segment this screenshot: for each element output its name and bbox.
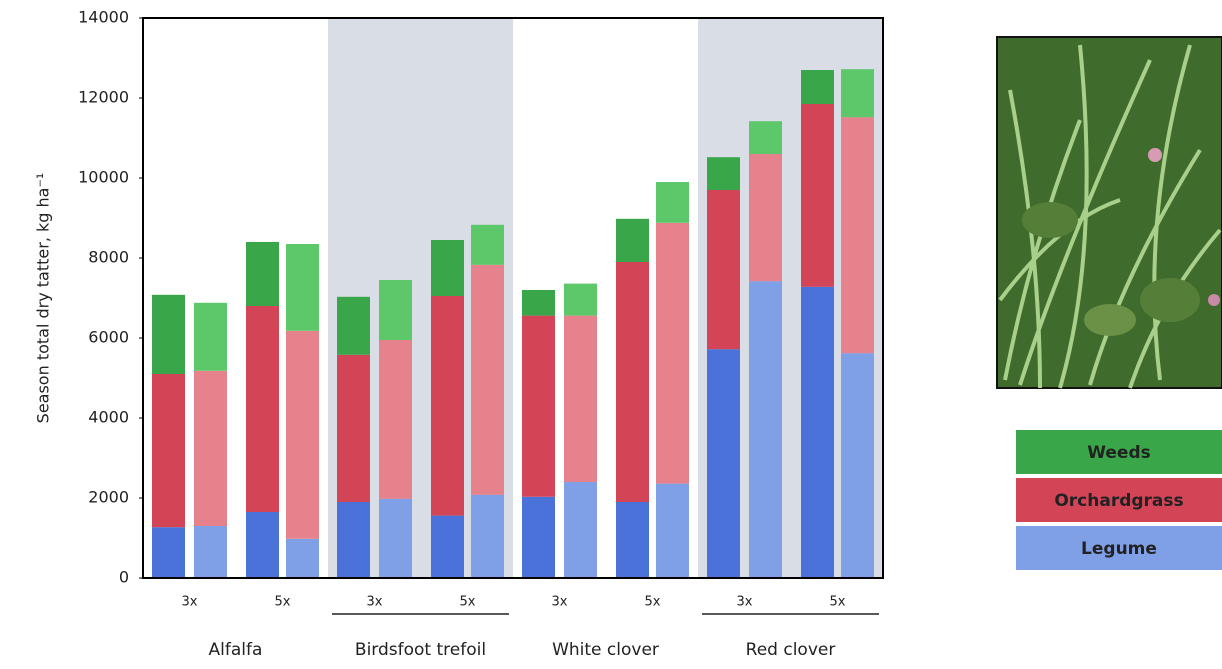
- bar-segment: [286, 244, 319, 331]
- bar-segment: [801, 104, 834, 287]
- bar-segment: [194, 303, 227, 371]
- bar-segment: [656, 223, 689, 484]
- chart: Season total dry tatter, kg ha⁻¹ Weeds Or…: [0, 0, 1222, 665]
- bar-segment: [337, 297, 370, 355]
- x-tick-label: 5x: [830, 595, 846, 610]
- y-tick-label: 10000: [78, 168, 129, 187]
- bar-segment: [194, 526, 227, 578]
- x-tick-label: 5x: [645, 595, 661, 610]
- bar-segment: [564, 482, 597, 578]
- bar-segment: [379, 499, 412, 578]
- bar-segment: [194, 371, 227, 526]
- bar-segment: [379, 280, 412, 340]
- x-tick-label: 3x: [737, 595, 753, 610]
- bar-segment: [656, 182, 689, 223]
- y-tick-label: 4000: [88, 408, 129, 427]
- group-label: Red clover: [746, 640, 836, 660]
- bar-segment: [246, 242, 279, 306]
- y-tick-label: 0: [119, 568, 129, 587]
- bar-segment: [707, 157, 740, 190]
- bar-segment: [471, 495, 504, 578]
- page: {"chart_data": {"type": "stacked_bar", "…: [0, 0, 1222, 665]
- x-tick-label: 5x: [460, 595, 476, 610]
- bar-segment: [286, 539, 319, 578]
- y-tick-label: 6000: [88, 328, 129, 347]
- bar-segment: [656, 484, 689, 578]
- bar-segment: [152, 295, 185, 374]
- x-tick-label: 3x: [552, 595, 568, 610]
- bar-segment: [749, 121, 782, 154]
- photo: [997, 37, 1222, 388]
- bar-segment: [564, 284, 597, 316]
- bar-segment: [522, 497, 555, 578]
- group-label: Birdsfoot trefoil: [355, 640, 486, 660]
- group-label: Alfalfa: [209, 640, 263, 660]
- y-axis-label: Season total dry tatter, kg ha⁻¹: [34, 173, 53, 424]
- bar-segment: [286, 331, 319, 539]
- bar-segment: [522, 316, 555, 497]
- bar-segment: [522, 290, 555, 316]
- y-tick-label: 8000: [88, 248, 129, 267]
- y-tick-label: 2000: [88, 488, 129, 507]
- legend-label: Legume: [1081, 539, 1157, 559]
- bar-segment: [801, 70, 834, 104]
- bar-segment: [471, 265, 504, 495]
- group-label: White clover: [552, 640, 659, 660]
- bar-segment: [471, 225, 504, 265]
- bar-segment: [431, 296, 464, 516]
- x-tick-label: 3x: [182, 595, 198, 610]
- bar-segment: [379, 340, 412, 499]
- bar-segment: [616, 219, 649, 262]
- bar-segment: [707, 190, 740, 349]
- legend-label: Orchardgrass: [1054, 491, 1183, 511]
- bar-segment: [431, 240, 464, 296]
- x-tick-label: 3x: [367, 595, 383, 610]
- y-tick-label: 12000: [78, 88, 129, 107]
- legend-label: Weeds: [1087, 443, 1151, 463]
- bar-segment: [337, 502, 370, 578]
- bar-segment: [616, 502, 649, 578]
- bar-segment: [246, 306, 279, 512]
- bar-segment: [246, 512, 279, 578]
- bar-segment: [152, 527, 185, 578]
- bar-segment: [152, 374, 185, 527]
- bar-segment: [801, 287, 834, 578]
- bar-segment: [749, 154, 782, 281]
- bar-segment: [564, 316, 597, 482]
- bar-segment: [431, 516, 464, 578]
- bar-segment: [616, 262, 649, 502]
- bar-segment: [749, 281, 782, 578]
- x-tick-label: 5x: [275, 595, 291, 610]
- bar-segment: [841, 117, 874, 353]
- y-tick-label: 14000: [78, 8, 129, 27]
- bar-segment: [337, 355, 370, 502]
- bar-segment: [841, 69, 874, 117]
- bar-segment: [841, 353, 874, 578]
- bar-segment: [707, 349, 740, 578]
